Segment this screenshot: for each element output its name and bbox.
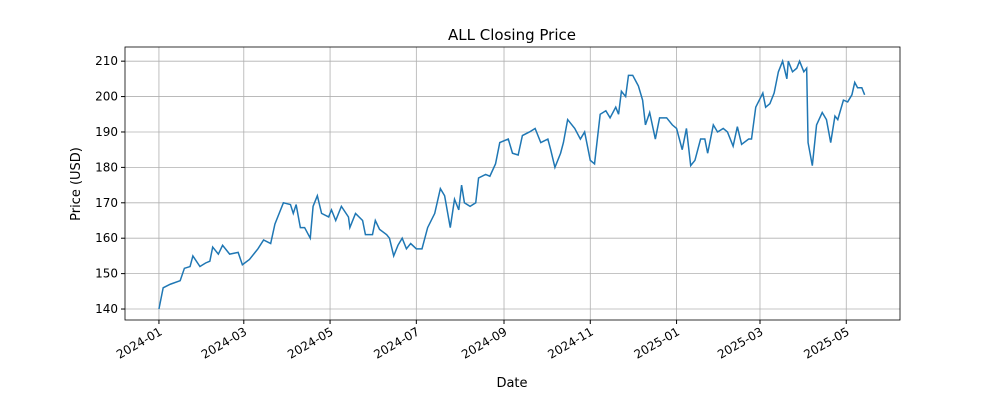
y-tick-label: 150 bbox=[95, 267, 118, 281]
plot-frame bbox=[124, 46, 901, 321]
x-tick-label: 2025-03 bbox=[715, 324, 765, 361]
y-tick-label: 190 bbox=[95, 125, 118, 139]
x-tick-label: 2024-11 bbox=[545, 324, 595, 361]
x-tick-label: 2025-05 bbox=[801, 324, 851, 361]
x-tick-label: 2024-01 bbox=[114, 324, 164, 361]
x-tick-label: 2024-03 bbox=[199, 324, 249, 361]
y-tick-label: 170 bbox=[95, 196, 118, 210]
x-axis-label: Date bbox=[496, 376, 527, 391]
price-line bbox=[158, 58, 866, 310]
y-axis-label: Price (USD) bbox=[69, 147, 84, 221]
chart-title: ALL Closing Price bbox=[448, 26, 576, 44]
x-tick-label: 2025-01 bbox=[632, 324, 682, 361]
x-tick-label: 2024-09 bbox=[459, 324, 509, 361]
y-tick-label: 180 bbox=[95, 160, 118, 174]
x-tick-label: 2024-05 bbox=[285, 324, 335, 361]
y-tick-label: 140 bbox=[95, 302, 118, 316]
y-tick-label: 210 bbox=[95, 54, 118, 68]
x-tick-label: 2024-07 bbox=[371, 324, 421, 361]
y-tick-label: 200 bbox=[95, 90, 118, 104]
y-tick-label: 160 bbox=[95, 231, 118, 245]
